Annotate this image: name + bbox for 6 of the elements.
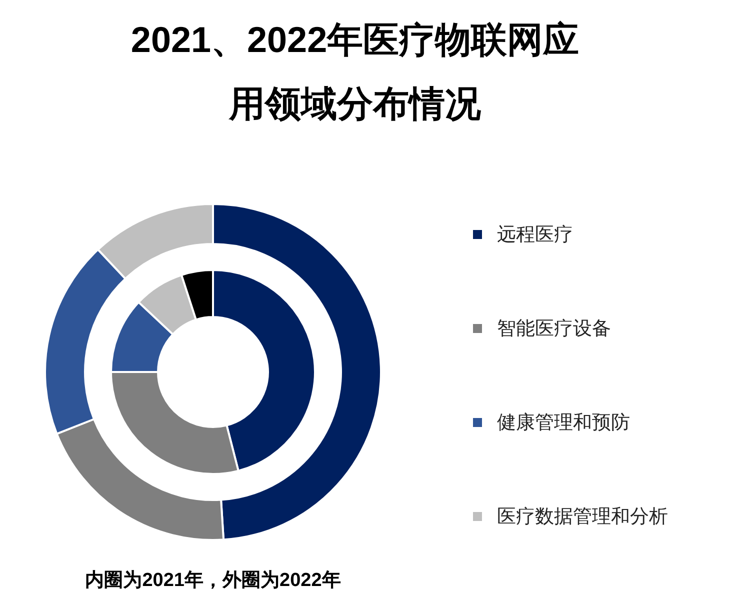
text: 内圈为2021年，外圈为2022年 [85,569,341,591]
legend-label: 医疗数据管理和分析 [497,506,668,528]
chart-title: 2021、2022年医疗物联网应用领域分布情况 [130,19,580,124]
legend-label: 远程医疗 [497,224,573,246]
legend-label: 健康管理和预防 [497,412,630,434]
legend-label: 智能医疗设备 [497,318,611,340]
